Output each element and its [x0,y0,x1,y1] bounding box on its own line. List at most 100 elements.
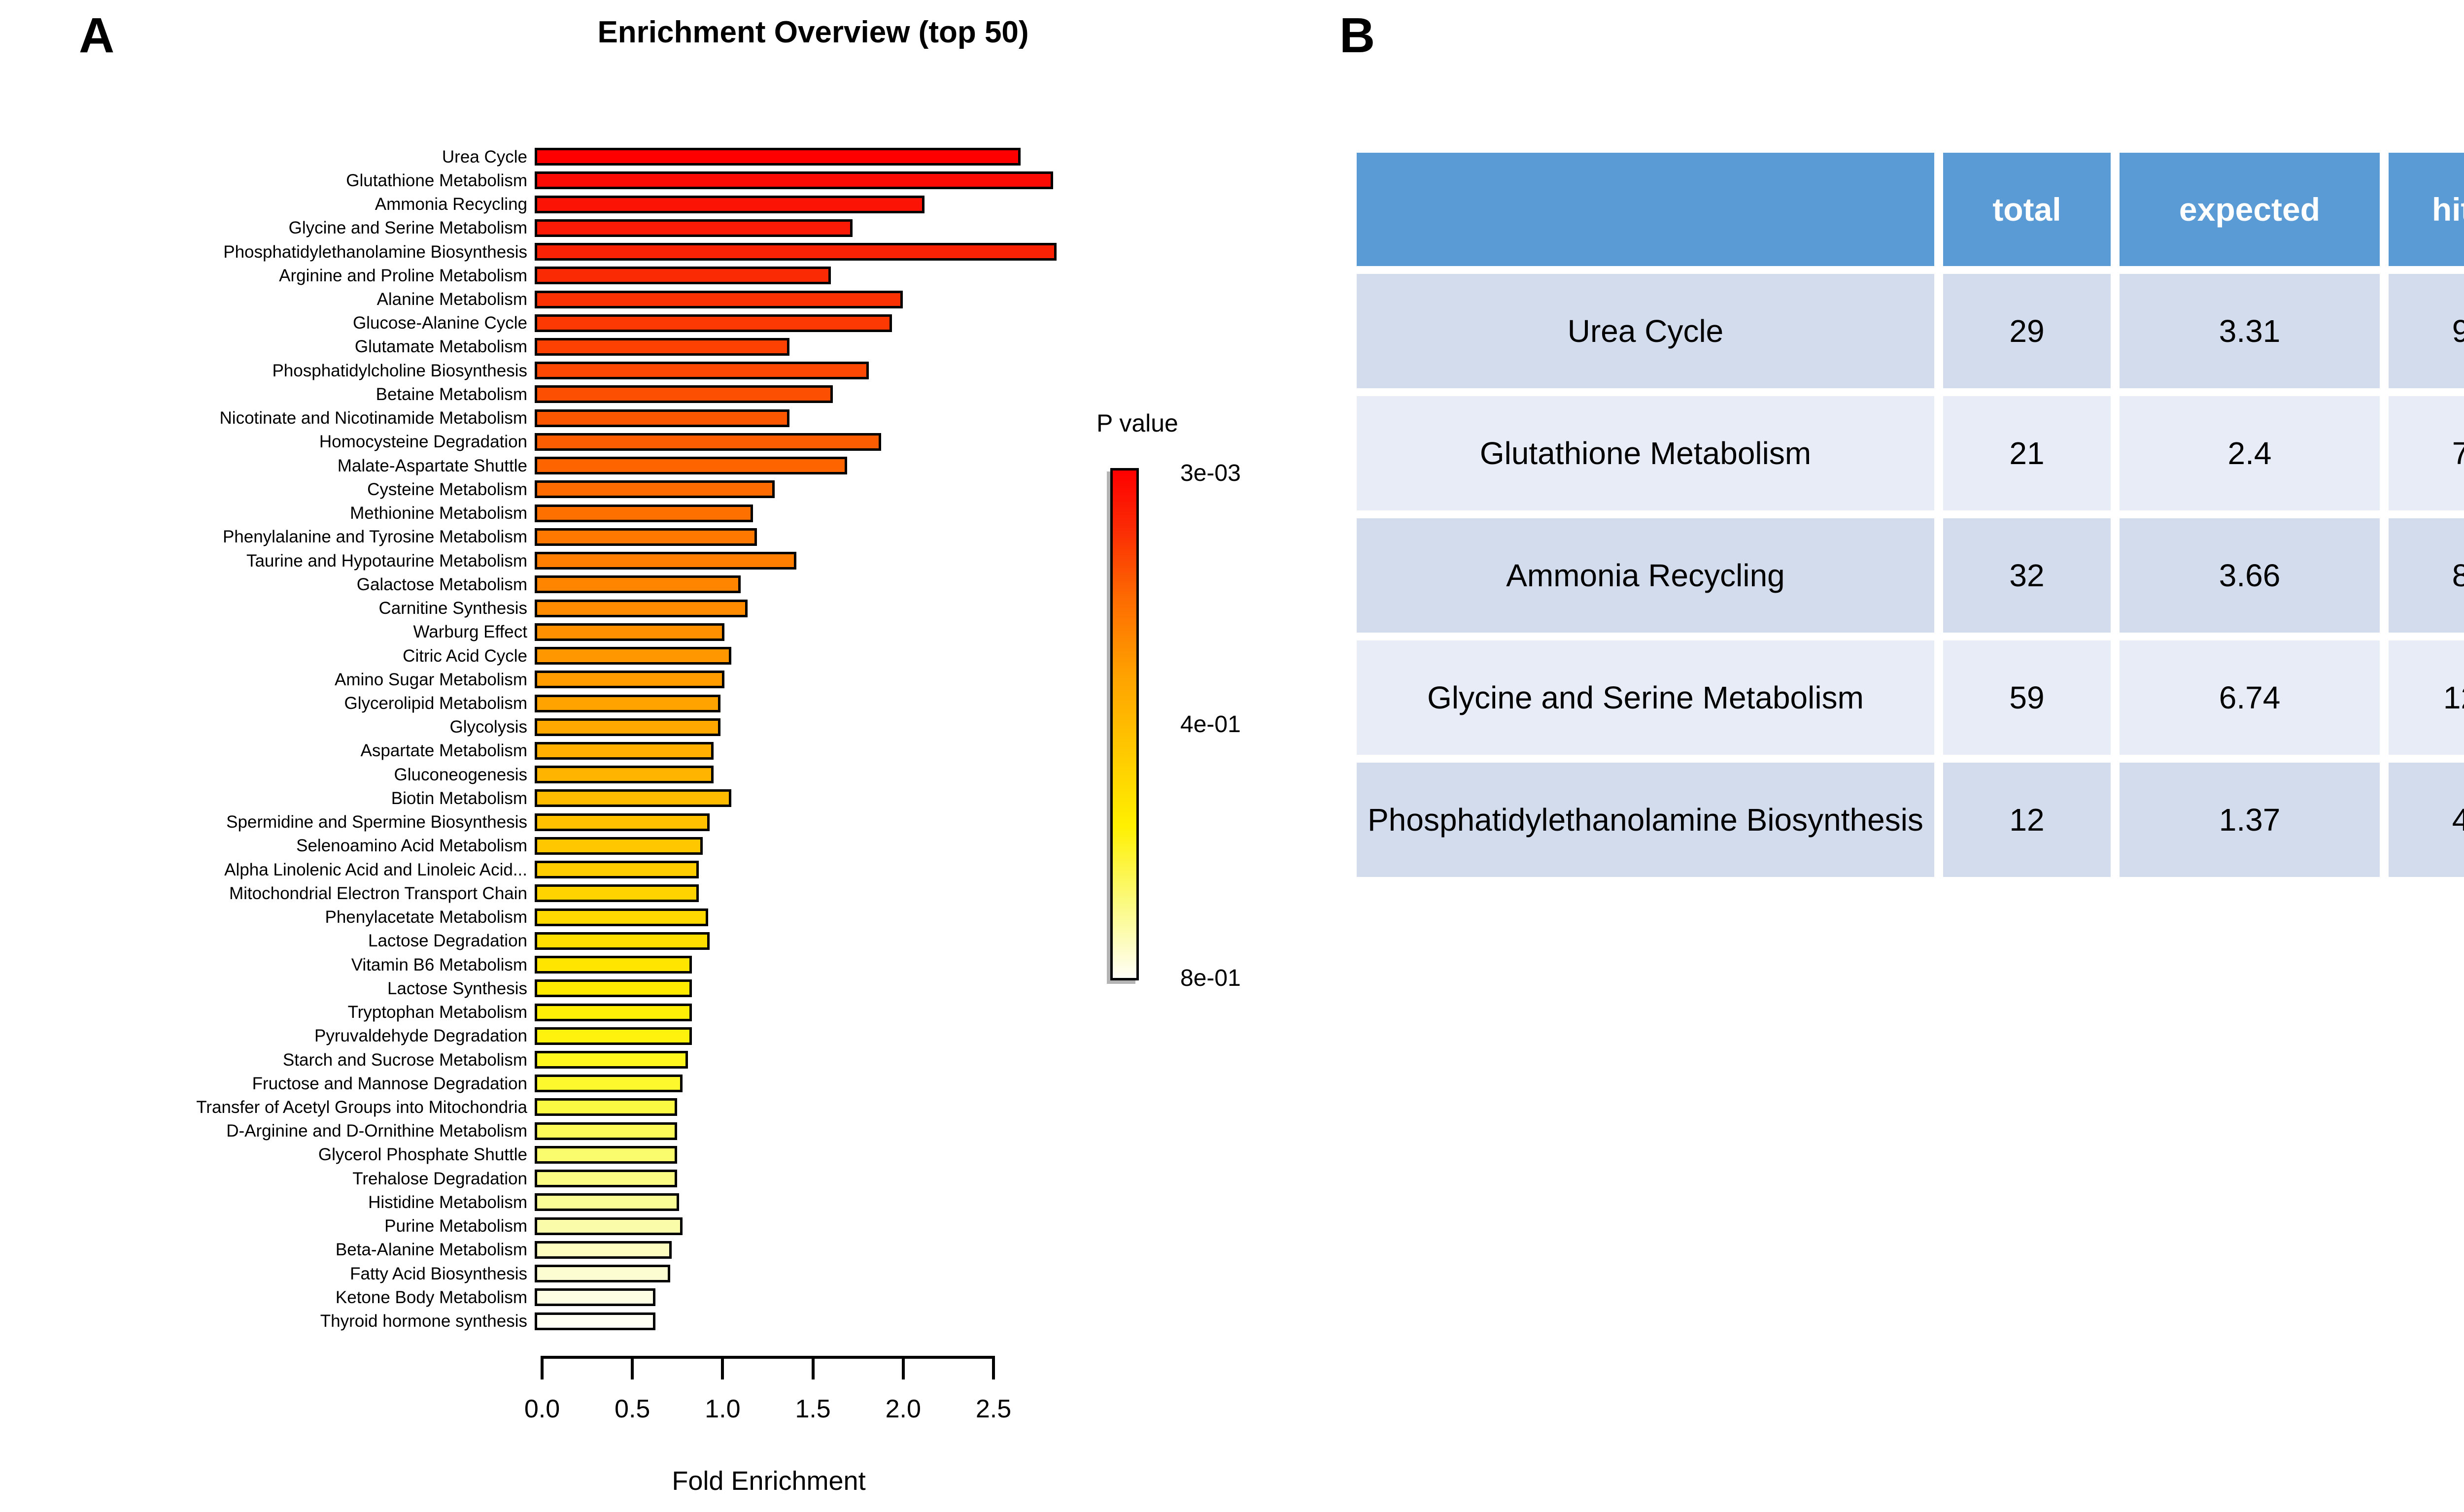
table-cell: 59 [1943,640,2111,755]
bar-row: Citric Acid Cycle [0,644,1133,668]
x-axis-label: Fold Enrichment [672,1466,866,1496]
bar-row: D-Arginine and D-Ornithine Metabolism [0,1119,1133,1143]
bar-row: Phosphatidylcholine Biosynthesis [0,359,1133,382]
bar-label: Phenylalanine and Tyrosine Metabolism [222,527,527,547]
bar-row: Tryptophan Metabolism [0,1000,1133,1024]
bar-label: Glutathione Metabolism [346,170,527,190]
bar [535,718,721,736]
bar-label: Warburg Effect [413,622,527,642]
bar-row: Glutamate Metabolism [0,335,1133,359]
bar [535,528,757,546]
table-header-cell [1357,153,1934,266]
bar-label: Tryptophan Metabolism [347,1003,527,1022]
table-header-cell: total [1943,153,2111,266]
bar-label: Glycolysis [449,717,527,737]
bar-row: Histidine Metabolism [0,1190,1133,1214]
bar-label: Aspartate Metabolism [360,741,527,761]
x-tick [721,1356,724,1379]
bar [535,552,797,570]
bar-row: Cysteine Metabolism [0,477,1133,501]
bar-row: Galactose Metabolism [0,572,1133,596]
bar [535,433,882,451]
bar-label: Cysteine Metabolism [367,479,527,499]
bar-row: Fatty Acid Biosynthesis [0,1262,1133,1285]
bar-row: Glucose-Alanine Cycle [0,311,1133,335]
bar [535,671,724,689]
bar-label: Alanine Metabolism [376,290,527,309]
bar [535,837,703,855]
bar-row: Ketone Body Metabolism [0,1285,1133,1309]
bar-row: Alpha Linolenic Acid and Linoleic Acid..… [0,858,1133,881]
bar-label: Ammonia Recycling [375,195,527,214]
bar-chart: Urea Cycle Glutathione Metabolism Ammonia … [0,145,1133,1333]
bar-label: Glycine and Serine Metabolism [288,218,527,238]
table-row-name-cell: Glycine and Serine Metabolism [1357,640,1934,755]
bar [535,623,724,641]
bar-label: Selenoamino Acid Metabolism [296,836,527,856]
bar [535,599,748,617]
bar [535,1075,683,1093]
bar-label: Fatty Acid Biosynthesis [350,1264,527,1283]
x-axis [541,1356,995,1359]
bar-label: Purine Metabolism [384,1216,527,1236]
legend-title: P value [1096,409,1178,437]
bar [535,1312,656,1330]
bar-row: Starch and Sucrose Metabolism [0,1048,1133,1072]
bar-row: Purine Metabolism [0,1214,1133,1238]
bar-label: Transfer of Acetyl Groups into Mitochond… [196,1097,527,1117]
table-cell: 7 [2389,396,2464,510]
bar-label: Carnitine Synthesis [378,599,527,618]
legend-max-label: 3e-03 [1180,460,1241,486]
bar [535,171,1053,190]
bar-row: Aspartate Metabolism [0,739,1133,763]
bar [535,694,721,712]
bar-label: Trehalose Degradation [352,1169,527,1188]
bar-row: Glycerolipid Metabolism [0,691,1133,715]
bar [535,1241,672,1259]
bar [535,813,710,831]
bar-label: Histidine Metabolism [368,1192,527,1212]
bar-label: Urea Cycle [442,147,527,167]
bar-row: Phenylalanine and Tyrosine Metabolism [0,525,1133,549]
bar-label: Biotin Metabolism [391,788,527,808]
bar-row: Malate-Aspartate Shuttle [0,454,1133,477]
bar-row: Biotin Metabolism [0,786,1133,810]
x-tick [631,1356,634,1379]
bar [535,1051,688,1069]
table-cell: 29 [1943,274,2111,388]
bar-row: Urea Cycle [0,145,1133,168]
bar [535,243,1057,261]
bar-label: Pyruvaldehyde Degradation [314,1026,527,1046]
bar-label: D-Arginine and D-Ornithine Metabolism [226,1121,527,1141]
x-tick [992,1356,995,1379]
bar-label: Nicotinate and Nicotinamide Metabolism [219,408,527,428]
bar-label: Arginine and Proline Metabolism [279,266,527,285]
x-tick-label: 2.0 [885,1395,921,1423]
x-tick [541,1356,544,1379]
bar-row: Taurine and Hypotaurine Metabolism [0,549,1133,572]
bar-row: Glutathione Metabolism [0,168,1133,192]
bar-label: Galactose Metabolism [356,574,527,594]
bar-row: Pyruvaldehyde Degradation [0,1024,1133,1048]
bar-row: Vitamin B6 Metabolism [0,953,1133,976]
bar-row: Transfer of Acetyl Groups into Mitochond… [0,1095,1133,1119]
x-tick-label: 1.0 [705,1395,741,1423]
bar-row: Trehalose Degradation [0,1167,1133,1190]
bar-row: Phosphatidylethanolamine Biosynthesis [0,240,1133,264]
bar [535,1098,678,1116]
x-tick-label: 0.5 [615,1395,650,1423]
bar [535,1170,678,1188]
bar-label: Taurine and Hypotaurine Metabolism [246,551,527,571]
bar [535,362,869,380]
bar [535,575,741,594]
table-row-name-cell: Phosphatidylethanolamine Biosynthesis [1357,763,1934,877]
table-cell: 2.4 [2120,396,2380,510]
bar-label: Thyroid hormone synthesis [320,1311,527,1331]
bar-label: Glycerol Phosphate Shuttle [318,1145,527,1165]
bar [535,337,789,356]
bar [535,884,699,903]
table-cell: 8 [2389,518,2464,633]
bar [535,290,903,308]
bar-label: Fructose and Mannose Degradation [252,1074,527,1093]
bar-row: Thyroid hormone synthesis [0,1309,1133,1333]
